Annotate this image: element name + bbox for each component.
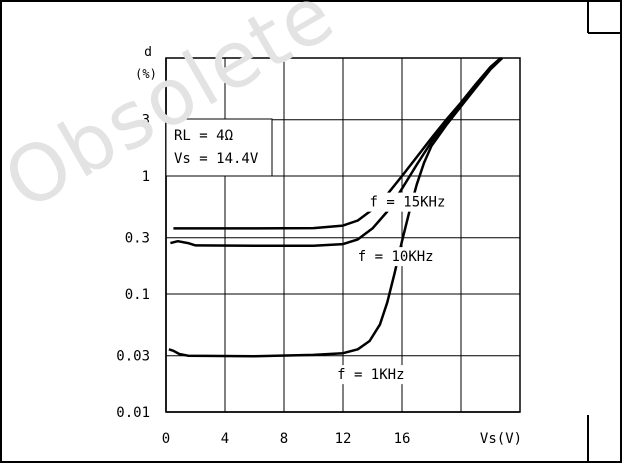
y-tick-label: 0.1 <box>125 287 150 303</box>
annotation-bg <box>334 365 408 385</box>
annotations: f = 15KHz f = 10KHz f = 1KHz <box>334 192 449 385</box>
x-tick-label: 8 <box>280 431 288 447</box>
condition-load: RL = 4Ω <box>174 128 233 144</box>
plot-area <box>165 57 521 413</box>
series-annotation: f = 1KHz <box>337 367 404 383</box>
annotation-bg <box>366 192 449 212</box>
tick-labels: 0 4 8 12 16 0.01 0.03 0.1 0.3 1 3 <box>116 113 410 447</box>
series-line <box>168 57 504 358</box>
x-tick-label: 0 <box>162 431 170 447</box>
y-tick-label: 0.03 <box>116 349 150 365</box>
x-axis-label: Vs(V) <box>480 431 522 447</box>
x-tick-label: 16 <box>394 431 411 447</box>
conditions-box <box>165 118 273 177</box>
y-tick-label: 3 <box>142 113 150 129</box>
y-tick-label: 0.01 <box>116 405 150 421</box>
y-axis-label: d <box>144 45 152 60</box>
series-line <box>170 57 502 248</box>
x-tick-label: 4 <box>221 431 229 447</box>
series-annotation: f = 15KHz <box>370 195 446 211</box>
y-axis-unit: (%) <box>135 67 157 81</box>
condition-supply: Vs = 14.4V <box>174 151 259 167</box>
y-tick-label: 0.3 <box>125 231 150 247</box>
y-tick-label: 1 <box>142 169 150 185</box>
x-tick-label: 12 <box>335 431 352 447</box>
annotation-bg <box>354 247 437 267</box>
series-group <box>168 57 504 358</box>
series-annotation: f = 10KHz <box>358 249 434 265</box>
